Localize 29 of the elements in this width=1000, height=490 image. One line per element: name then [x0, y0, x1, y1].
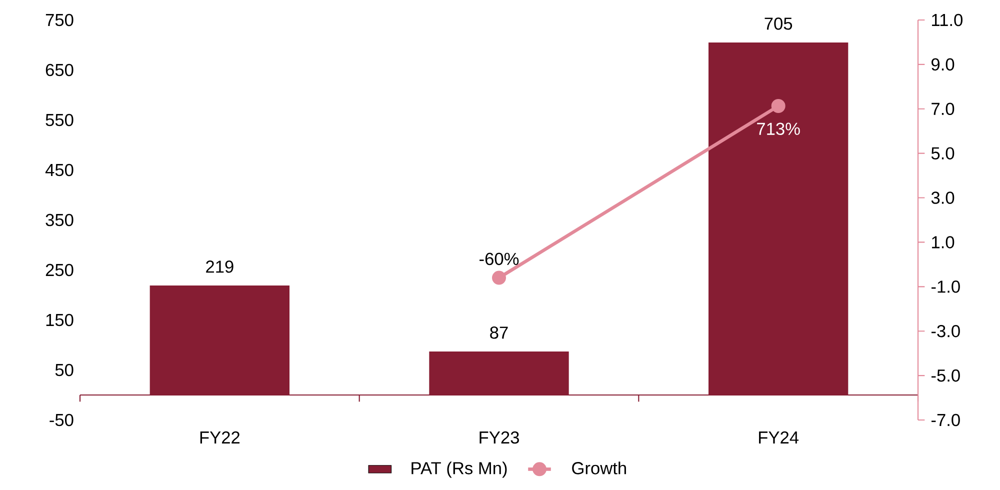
- y2-tick-label: -1.0: [931, 280, 960, 293]
- y-tick-label: 650: [46, 64, 74, 76]
- y-tick-label: 350: [46, 214, 74, 226]
- x-tick-label: FY23: [480, 431, 519, 444]
- y2-tick-label: -5.0: [931, 369, 960, 382]
- y2-tick-label: 7.0: [932, 102, 954, 116]
- data-label: 219: [206, 260, 234, 273]
- y-tick-label: 450: [45, 164, 74, 176]
- y2-tick-label: 11.0: [932, 14, 962, 26]
- legend-label: PAT (Rs Mn): [412, 462, 507, 478]
- y2-tick-label: -3.0: [931, 324, 960, 338]
- data-label: 713%: [757, 122, 800, 135]
- y-tick-label: 550: [46, 114, 74, 126]
- x-tick-label: FY24: [759, 431, 799, 444]
- y2-tick-label: 1.0: [932, 236, 954, 248]
- y-tick-label: 150: [46, 314, 74, 326]
- y2-tick-label: 9.0: [932, 58, 954, 71]
- y2-tick-label: -7.0: [931, 414, 960, 426]
- y-tick-label: -50: [50, 414, 74, 426]
- y2-tick-label: 3.0: [931, 192, 954, 204]
- y-tick-label: 750: [46, 14, 74, 26]
- legend-label: Growth: [572, 462, 626, 474]
- data-label: 705: [764, 18, 792, 30]
- y-tick-label: 250: [46, 264, 74, 276]
- data-label: 87: [490, 326, 508, 339]
- y-tick-label: 50: [55, 364, 74, 376]
- data-label: -60%: [480, 252, 519, 266]
- x-tick-label: FY22: [200, 431, 240, 444]
- y2-tick-label: 5.0: [931, 147, 954, 160]
